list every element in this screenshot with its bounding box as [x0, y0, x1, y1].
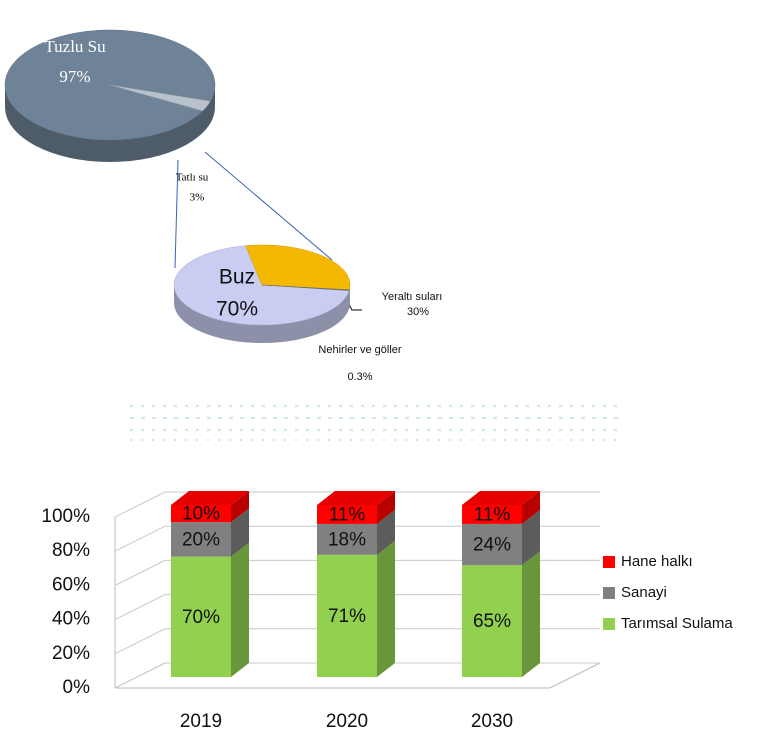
bar — [171, 556, 231, 677]
pie-slice — [173, 245, 350, 326]
x-tick-label: 2019 — [180, 711, 222, 732]
pie-side — [5, 85, 215, 162]
y-tick-label: 80% — [52, 540, 90, 561]
bar — [317, 505, 377, 524]
decoration — [130, 405, 620, 441]
data-label: 70% — [182, 607, 220, 628]
pie-slice — [245, 244, 351, 291]
bar-top — [462, 491, 540, 505]
data-label: 20% — [182, 529, 220, 550]
slice-value-label: 70% — [216, 298, 258, 321]
bar-top — [171, 491, 249, 505]
bar — [171, 505, 231, 523]
pie-side — [174, 285, 350, 343]
data-label: 10% — [182, 504, 220, 525]
grid-line — [114, 662, 600, 689]
legend-label: Tarımsal Sulama — [621, 615, 733, 632]
bar-side — [522, 509, 540, 566]
slice-value-label: 97% — [59, 67, 90, 86]
grid-line — [114, 594, 600, 621]
bar-side — [231, 491, 249, 523]
legend-label: Hane halkı — [621, 553, 693, 570]
bar — [462, 505, 522, 524]
slice-label: Yeraltı suları — [382, 291, 443, 303]
legend-swatch — [603, 587, 615, 599]
bar-side — [231, 508, 249, 557]
grid-line — [114, 491, 600, 518]
pie-slice — [261, 284, 350, 291]
bar-side — [231, 542, 249, 677]
slice-label: Buz — [219, 266, 255, 289]
y-tick-label: 100% — [41, 506, 90, 527]
bar-side — [522, 551, 540, 677]
slice-label: Nehirler ve göller — [318, 344, 401, 356]
data-label: 11% — [329, 504, 366, 525]
data-label: 71% — [328, 606, 366, 627]
slice-value-label: 30% — [407, 306, 429, 318]
y-tick-label: 0% — [63, 677, 91, 698]
bar — [317, 523, 377, 555]
data-label: 24% — [473, 535, 511, 556]
connector — [174, 159, 179, 269]
data-label: 65% — [473, 611, 511, 632]
legend-swatch — [603, 556, 615, 568]
slice-value-label: 0.3% — [347, 371, 372, 383]
data-label: 18% — [328, 529, 366, 550]
grid-line — [114, 628, 600, 655]
grid-line — [114, 525, 600, 552]
bar-side — [522, 491, 540, 524]
pie-slice — [109, 84, 211, 112]
y-tick-label: 60% — [52, 574, 90, 595]
connector — [204, 151, 333, 261]
x-tick-label: 2020 — [326, 711, 368, 732]
data-label: 11% — [474, 504, 511, 525]
bar — [317, 554, 377, 677]
grid-line — [114, 559, 600, 586]
x-tick-label: 2030 — [471, 711, 513, 732]
slice-label: Tatlı su — [176, 172, 209, 184]
slice-value-label: 3% — [190, 192, 205, 204]
y-tick-label: 20% — [52, 643, 90, 664]
legend-label: Sanayi — [621, 584, 667, 601]
legend-swatch — [603, 618, 615, 630]
bar — [462, 523, 522, 566]
bar-side — [377, 540, 395, 677]
bar-top — [317, 491, 395, 505]
slice-label: Tuzlu Su — [44, 37, 106, 56]
bar — [462, 565, 522, 677]
y-tick-label: 40% — [52, 609, 90, 630]
bar — [171, 522, 231, 557]
bar-side — [377, 509, 395, 555]
bar-side — [377, 491, 395, 524]
